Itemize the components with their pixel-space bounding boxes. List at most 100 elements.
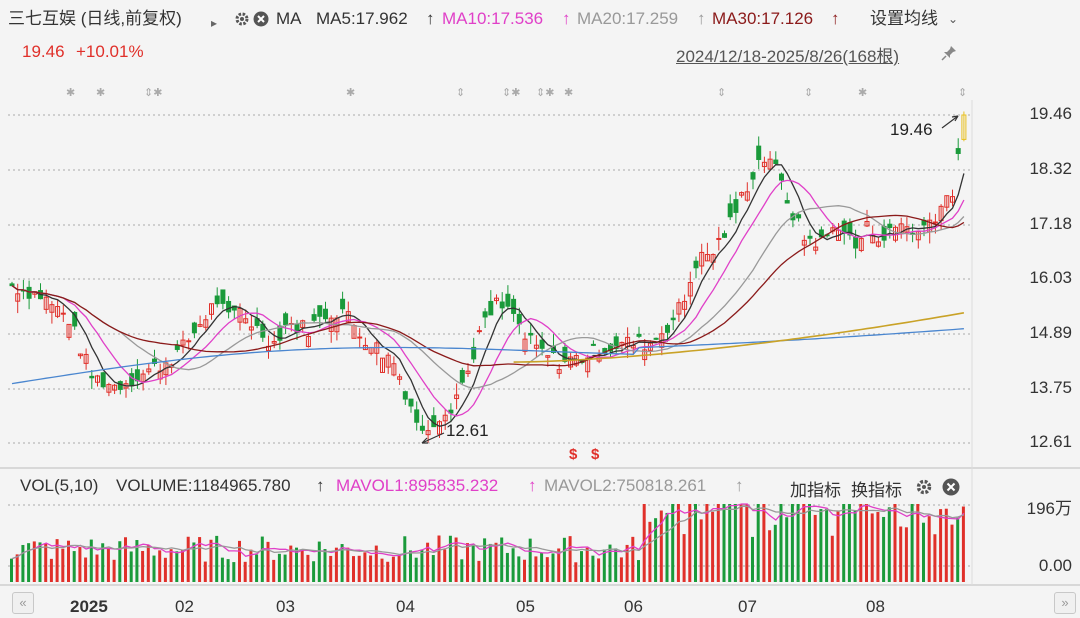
- candle: [750, 172, 756, 180]
- candle: [414, 409, 420, 423]
- candle: [385, 354, 391, 368]
- candle: [66, 323, 72, 338]
- volume-bar: [808, 504, 811, 582]
- ma-long1-line: [11, 328, 964, 385]
- low-arrow: [421, 432, 445, 444]
- volume-bar: [420, 549, 424, 582]
- volume-bar: [426, 542, 430, 582]
- add-indicator-button[interactable]: 加指标: [790, 481, 841, 500]
- volume-bar: [944, 508, 948, 582]
- scroll-right-button[interactable]: »: [1054, 592, 1076, 614]
- vol-y-bottom: 0.00: [1038, 556, 1072, 575]
- candle: [955, 148, 961, 154]
- volume-bar: [534, 556, 538, 582]
- candle: [15, 293, 21, 302]
- y-tick: 14.89: [1029, 323, 1072, 342]
- volume-bar: [249, 549, 253, 582]
- volume-bar: [238, 540, 241, 582]
- ma30-arrow-icon: ↑: [831, 9, 840, 28]
- volume-bar: [369, 555, 373, 582]
- candle: [357, 336, 363, 339]
- candle: [380, 357, 385, 373]
- volume-bar: [705, 504, 709, 582]
- volume-bar: [477, 560, 481, 582]
- candle: [767, 158, 773, 170]
- date-range[interactable]: 2024/12/18-2025/8/26(168根): [676, 47, 900, 66]
- candle: [283, 313, 289, 326]
- close-icon[interactable]: [942, 478, 960, 496]
- candle: [687, 282, 693, 297]
- volume-bar: [859, 504, 863, 582]
- candle: [533, 344, 539, 349]
- candle: [482, 311, 488, 318]
- candle: [670, 317, 676, 321]
- gear-icon[interactable]: [234, 11, 250, 27]
- volume-bar: [676, 504, 680, 582]
- volume-bar: [266, 541, 270, 582]
- x-tick: 06: [624, 597, 643, 616]
- volume-bar: [637, 560, 640, 582]
- scroll-left-button[interactable]: «: [12, 592, 34, 614]
- ma10-arrow-icon: ↑: [562, 9, 571, 28]
- high-price-label: 19.46: [890, 120, 933, 139]
- y-tick: 16.03: [1029, 268, 1072, 287]
- volume-bar: [386, 561, 390, 582]
- volume-bar: [842, 504, 846, 582]
- candle: [716, 237, 722, 240]
- volume-bar: [112, 559, 116, 582]
- gear-icon[interactable]: [915, 478, 933, 496]
- vol-title[interactable]: VOL(5,10): [20, 476, 99, 495]
- volume-bar: [699, 519, 703, 582]
- volume-bar: [198, 537, 202, 582]
- volume-bar: [671, 504, 675, 582]
- close-icon[interactable]: [253, 11, 269, 27]
- dollar-event-icon[interactable]: $: [591, 446, 600, 463]
- volume-bar: [779, 504, 783, 582]
- volume-bar: [460, 559, 464, 582]
- volume-bar: [277, 553, 281, 582]
- volume-value: VOLUME:1184965.780: [116, 476, 291, 495]
- dollar-event-icon[interactable]: $: [569, 446, 578, 463]
- volume-bar: [865, 504, 868, 582]
- volume-bar: [44, 543, 48, 582]
- candle: [539, 339, 545, 349]
- candle: [887, 223, 893, 229]
- expand-arrow-icon[interactable]: ▸: [211, 16, 218, 30]
- candle: [801, 239, 807, 246]
- volume-bar: [950, 524, 954, 582]
- candle: [152, 358, 157, 364]
- volume-bar: [887, 507, 891, 582]
- x-tick: 05: [516, 597, 535, 616]
- vol-y-top: 196万: [1026, 499, 1072, 518]
- volume-bar: [334, 547, 338, 582]
- volume-bar: [409, 550, 412, 582]
- candle: [323, 308, 328, 320]
- event-marker: ✱: [564, 87, 573, 99]
- switch-indicator-button[interactable]: 换指标: [851, 481, 902, 500]
- candle: [60, 312, 66, 315]
- volume-bar: [15, 554, 19, 582]
- settings-ma-button[interactable]: 设置均线: [870, 9, 938, 28]
- volume-bar: [357, 555, 361, 582]
- candle: [300, 320, 306, 328]
- volume-bar: [106, 547, 110, 582]
- candle: [516, 313, 522, 325]
- chevron-down-icon[interactable]: ⌄: [948, 12, 959, 26]
- volume-bar: [500, 537, 504, 582]
- candles[interactable]: [9, 111, 967, 443]
- event-markers[interactable]: ✱ ✱ ⇕✱ ✱ ⇕ ⇕✱ ⇕✱ ✱ ⇕ ⇕ ✱ ⇕: [66, 87, 967, 99]
- pin-icon[interactable]: [940, 44, 958, 62]
- volume-bar: [728, 504, 732, 582]
- volume-bar: [745, 504, 749, 582]
- candle: [511, 298, 517, 314]
- stock-title[interactable]: 三七互娱 (日线,前复权): [8, 9, 182, 28]
- volume-bar: [733, 504, 737, 582]
- candle: [169, 364, 175, 368]
- volume-bar: [95, 554, 99, 582]
- candle: [186, 340, 192, 343]
- volume-bar: [10, 558, 13, 582]
- volume-bar: [682, 534, 686, 582]
- candle: [613, 336, 619, 350]
- volume-bar: [483, 538, 487, 582]
